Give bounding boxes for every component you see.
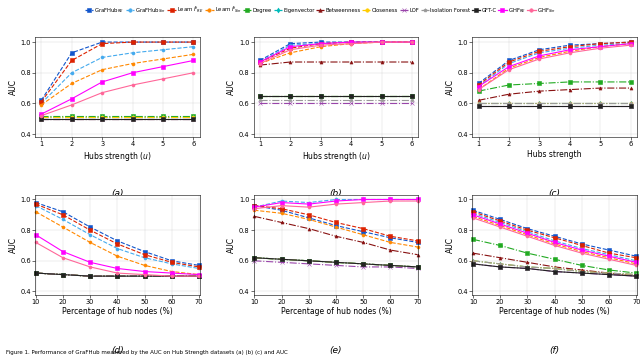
Text: (d): (d) xyxy=(111,346,124,355)
X-axis label: Percentage of hub nodes (%): Percentage of hub nodes (%) xyxy=(62,307,173,316)
Y-axis label: AUC: AUC xyxy=(446,79,455,95)
Text: Figure 1. Performance of GraFHub measured by the AUC on Hub Strength datasets (a: Figure 1. Performance of GraFHub measure… xyxy=(6,350,288,355)
Y-axis label: AUC: AUC xyxy=(446,237,455,253)
Y-axis label: AUC: AUC xyxy=(8,237,18,253)
X-axis label: Percentage of hub nodes (%): Percentage of hub nodes (%) xyxy=(280,307,392,316)
X-axis label: Hubs strength ($u$): Hubs strength ($u$) xyxy=(83,150,152,163)
Legend: GraFHub$_{RE}$, GraFHub$_{Sin}$, Learn $\hat{F}_{RE}$, Learn $\hat{F}_{Sin}$, De: GraFHub$_{RE}$, GraFHub$_{Sin}$, Learn $… xyxy=(84,4,556,15)
Y-axis label: AUC: AUC xyxy=(227,237,236,253)
X-axis label: Percentage of hub nodes (%): Percentage of hub nodes (%) xyxy=(499,307,610,316)
Y-axis label: AUC: AUC xyxy=(227,79,236,95)
X-axis label: Hubs strength ($u$): Hubs strength ($u$) xyxy=(301,150,371,163)
Text: (b): (b) xyxy=(330,189,342,198)
Text: (c): (c) xyxy=(548,189,561,198)
Y-axis label: AUC: AUC xyxy=(8,79,18,95)
X-axis label: Hubs strength: Hubs strength xyxy=(527,150,582,159)
Text: (a): (a) xyxy=(111,189,124,198)
Text: (e): (e) xyxy=(330,346,342,355)
Text: (f): (f) xyxy=(550,346,559,355)
